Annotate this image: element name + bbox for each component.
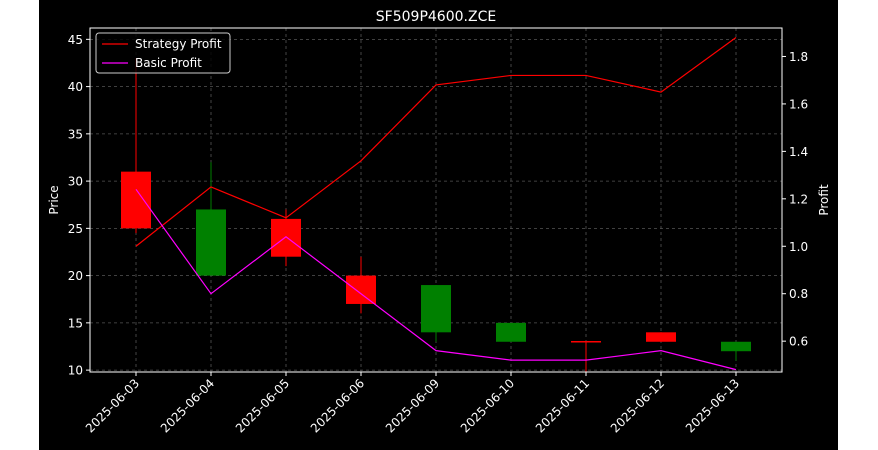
candle-body-0	[121, 171, 151, 229]
profit-lines	[135, 37, 737, 371]
left-tick-label-3: 25	[68, 222, 83, 236]
chart-title: SF509P4600.ZCE	[376, 9, 496, 25]
left-tick-label-6: 40	[68, 80, 83, 94]
x-tick-label-5: 2025-06-10	[458, 376, 517, 435]
left-tick-label-5: 35	[68, 127, 83, 141]
right-tick-label-1: 0.8	[789, 287, 808, 301]
left-tick-label-4: 30	[68, 175, 83, 189]
left-axis: 10 15 20 25 30 35 40 45	[68, 33, 90, 378]
candle-body-2	[271, 218, 301, 257]
candle-body-1	[196, 209, 226, 276]
legend-label-basic-profit: Basic Profit	[135, 56, 202, 70]
right-axis: 0.6 0.8 1.0 1.2 1.4 1.6 1.8	[782, 50, 808, 349]
x-tick-label-7: 2025-06-12	[608, 376, 667, 435]
right-tick-label-4: 1.4	[789, 145, 808, 159]
x-tick-label-6: 2025-06-11	[533, 376, 592, 435]
figure-background	[39, 0, 838, 450]
left-tick-label-2: 20	[68, 269, 83, 283]
series-line-0	[135, 37, 737, 247]
right-tick-label-3: 1.2	[789, 192, 808, 206]
series-line-1	[135, 188, 737, 371]
x-tick-label-0: 2025-06-03	[83, 376, 142, 435]
legend: Strategy Profit Basic Profit	[95, 32, 231, 74]
right-tick-label-5: 1.6	[789, 97, 808, 111]
candles	[121, 58, 751, 372]
left-tick-label-7: 45	[68, 33, 83, 47]
right-tick-label-2: 1.0	[789, 240, 808, 254]
candle-body-3	[346, 275, 376, 304]
candle-body-4	[421, 285, 451, 333]
candle-body-6	[571, 341, 601, 343]
x-tick-label-2: 2025-06-05	[233, 376, 292, 435]
legend-label-strategy-profit: Strategy Profit	[135, 37, 222, 51]
x-tick-label-4: 2025-06-09	[383, 376, 442, 435]
candle-body-7	[646, 332, 676, 342]
x-tick-label-3: 2025-06-06	[308, 376, 367, 435]
x-tick-label-1: 2025-06-04	[158, 376, 217, 435]
left-axis-label: Price	[47, 185, 61, 214]
left-tick-label-0: 10	[68, 364, 83, 378]
candle-body-5	[496, 322, 526, 342]
candle-body-8	[721, 341, 751, 352]
right-tick-label-6: 1.8	[789, 50, 808, 64]
legend-box	[95, 32, 231, 74]
right-axis-label: Profit	[817, 184, 831, 216]
x-axis: 2025-06-03 2025-06-04 2025-06-05 2025-06-06…	[83, 372, 742, 435]
right-tick-label-0: 0.6	[789, 335, 808, 349]
x-tick-label-8: 2025-06-13	[683, 376, 742, 435]
left-tick-label-1: 15	[68, 316, 83, 330]
